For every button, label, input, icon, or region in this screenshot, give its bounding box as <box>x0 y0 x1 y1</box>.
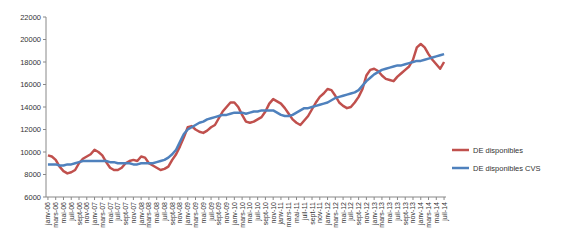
x-tick-label: nov-07 <box>130 202 137 224</box>
x-tick <box>358 197 359 200</box>
x-tick <box>312 197 313 200</box>
legend-label: DE disponibles <box>473 146 523 155</box>
legend-swatch <box>452 167 469 170</box>
x-tick-label: mai-11 <box>293 202 300 223</box>
x-tick <box>187 197 188 200</box>
x-tick <box>257 197 258 200</box>
series-line <box>48 54 444 165</box>
x-tick <box>280 197 281 200</box>
y-tick-label: 8000 <box>24 170 41 179</box>
x-tick <box>141 197 142 200</box>
x-tick <box>265 197 266 200</box>
x-tick <box>148 197 149 200</box>
y-tick-label: 16000 <box>20 80 41 89</box>
x-tick <box>288 197 289 200</box>
x-tick <box>211 197 212 200</box>
x-tick <box>156 197 157 200</box>
x-tick <box>117 197 118 200</box>
y-tick-label: 20000 <box>20 35 41 44</box>
x-tick-label: mai-06 <box>60 202 67 224</box>
x-tick-label: mars-06 <box>52 202 59 228</box>
x-tick-label: mars-10 <box>239 202 246 228</box>
x-tick <box>374 197 375 200</box>
x-tick-label: mars-09 <box>192 202 199 228</box>
x-tick <box>125 197 126 200</box>
x-tick <box>218 197 219 200</box>
x-tick <box>389 197 390 200</box>
x-tick <box>296 197 297 200</box>
x-tick <box>71 197 72 200</box>
x-tick <box>179 197 180 200</box>
x-tick <box>428 197 429 200</box>
x-tick <box>203 197 204 200</box>
x-tick-label: mars-13 <box>378 202 385 228</box>
x-tick <box>405 197 406 200</box>
x-tick-label: mars-12 <box>332 202 339 228</box>
x-tick-label: nov-09 <box>223 202 230 224</box>
y-axis <box>46 17 47 197</box>
x-tick <box>79 197 80 200</box>
legend-label: DE disponibles CVS <box>473 164 541 173</box>
x-tick-label: mars-08 <box>145 202 152 228</box>
x-tick <box>381 197 382 200</box>
x-tick-label: mars-14 <box>425 202 432 228</box>
x-tick <box>436 197 437 200</box>
x-tick-label: mai-10 <box>246 202 253 224</box>
x-tick <box>343 197 344 200</box>
x-tick <box>420 197 421 200</box>
x-tick <box>164 197 165 200</box>
chart-container: 6000 8000 10000 12000 14000 16000 18000 20000 22… <box>0 0 572 247</box>
x-tick <box>366 197 367 200</box>
x-tick-label: nov-10 <box>270 202 277 224</box>
y-tick-label: 14000 <box>20 103 41 112</box>
x-tick-label: mars-11 <box>285 202 292 227</box>
y-tick-label: 10000 <box>20 148 41 157</box>
x-tick <box>335 197 336 200</box>
x-tick <box>444 197 445 200</box>
x-tick <box>63 197 64 200</box>
y-tick-label: 22000 <box>20 13 41 22</box>
x-tick-label: nov-06 <box>83 202 90 224</box>
x-tick <box>172 197 173 200</box>
x-tick <box>226 197 227 200</box>
x-tick <box>319 197 320 200</box>
x-tick <box>195 197 196 200</box>
x-tick <box>350 197 351 200</box>
x-tick-label: mai-14 <box>433 202 440 224</box>
x-tick-label: mai-09 <box>200 202 207 224</box>
x-tick-label: mai-07 <box>107 202 114 224</box>
x-tick-label: mai-08 <box>153 202 160 224</box>
x-tick <box>110 197 111 200</box>
plot-area <box>48 44 444 173</box>
x-tick-label: nov-08 <box>176 202 183 224</box>
x-tick <box>304 197 305 200</box>
x-tick-label: mai-13 <box>386 202 393 224</box>
x-tick <box>242 197 243 200</box>
legend-swatch <box>452 149 469 152</box>
y-tick-label: 18000 <box>20 58 41 67</box>
x-tick <box>55 197 56 200</box>
x-tick <box>412 197 413 200</box>
x-tick-label: nov-13 <box>409 202 416 224</box>
x-tick <box>47 197 48 200</box>
series-line <box>48 44 444 173</box>
x-tick-label: mai-12 <box>340 202 347 224</box>
x-tick-label: mars-07 <box>99 202 106 228</box>
x-tick-label: nov-11 <box>316 202 323 223</box>
x-tick-label: nov-12 <box>363 202 370 224</box>
x-tick <box>234 197 235 200</box>
x-axis <box>46 197 446 198</box>
y-tick-label: 12000 <box>20 125 41 134</box>
y-tick-label: 6000 <box>24 193 41 202</box>
x-tick <box>94 197 95 200</box>
x-tick <box>327 197 328 200</box>
x-tick <box>249 197 250 200</box>
x-tick <box>397 197 398 200</box>
chart-svg: 6000 8000 10000 12000 14000 16000 18000 20000 22… <box>0 0 572 247</box>
x-tick <box>86 197 87 200</box>
x-tick-label: juil-14 <box>441 202 449 222</box>
x-tick <box>273 197 274 200</box>
x-tick <box>133 197 134 200</box>
x-tick <box>102 197 103 200</box>
